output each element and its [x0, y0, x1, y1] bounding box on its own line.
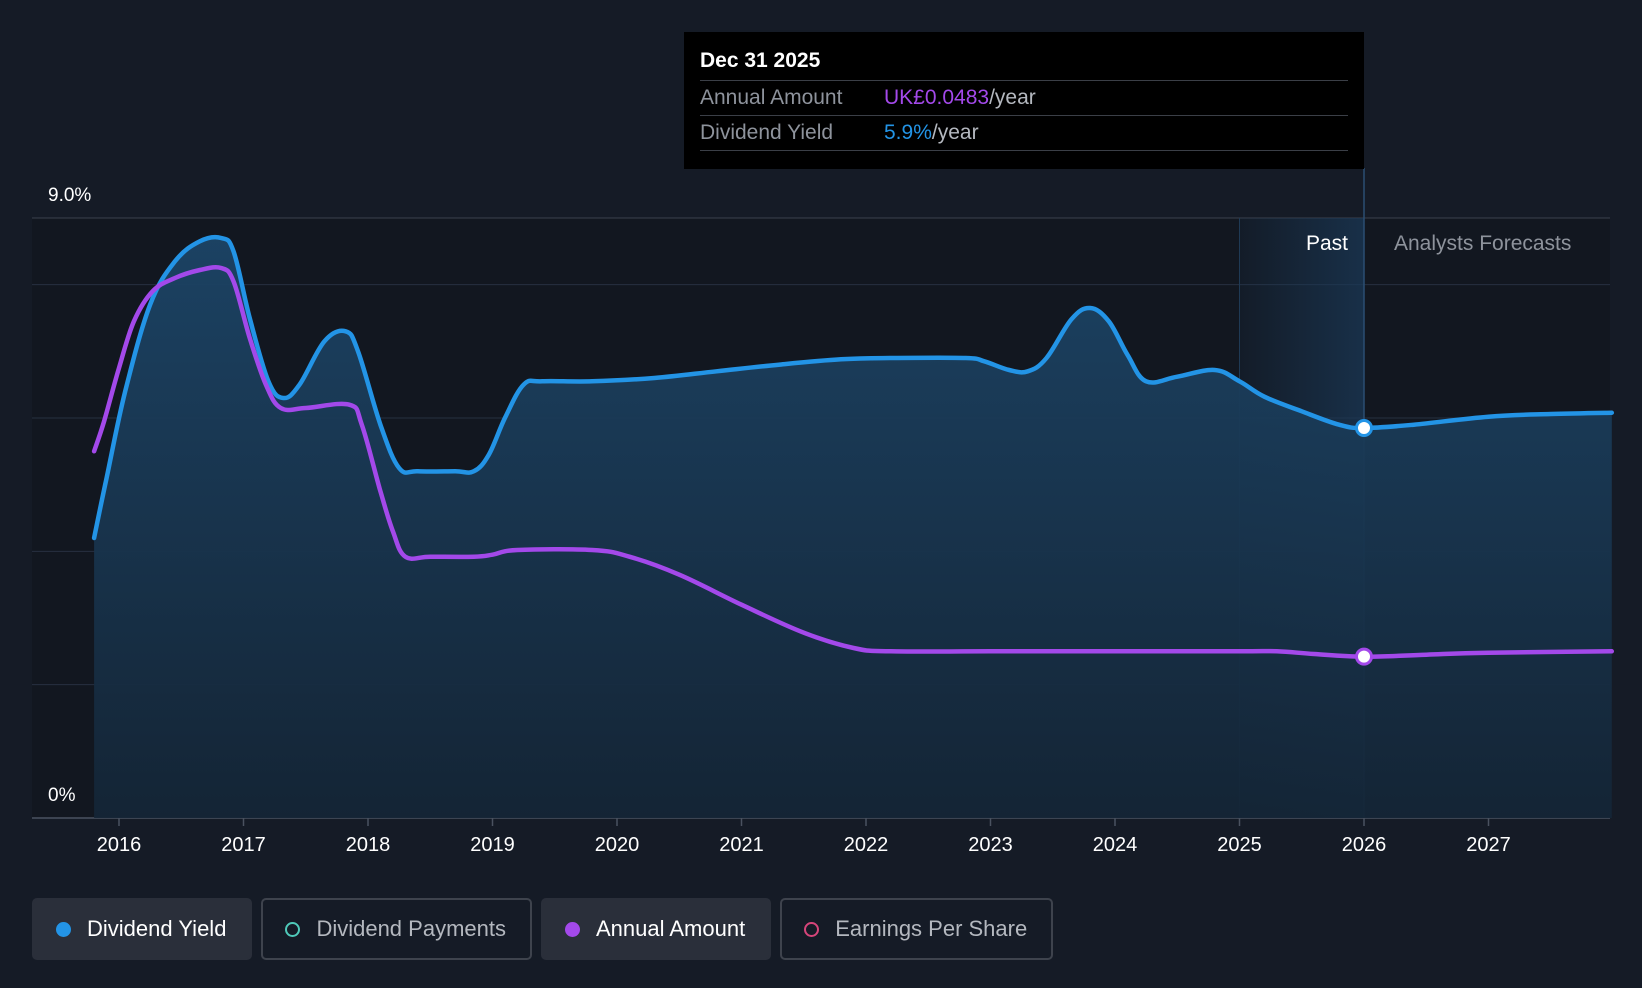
legend-label: Earnings Per Share [835, 916, 1028, 941]
x-tick-label: 2021 [719, 834, 764, 856]
past-label: Past [1306, 232, 1348, 255]
y-axis-label: 9.0% [48, 185, 91, 206]
tooltip-value: UK£0.0483 [884, 86, 990, 109]
x-tick-label: 2026 [1342, 834, 1387, 856]
x-tick-label: 2017 [221, 834, 266, 856]
x-tick-label: 2020 [595, 834, 640, 856]
legend-earnings-per-share[interactable]: Earnings Per Share [780, 898, 1054, 960]
tooltip: Dec 31 2025 Annual Amount UK£0.0483 /yea… [684, 32, 1364, 169]
tooltip-value: 5.9% [884, 121, 932, 144]
tooltip-key: Annual Amount [700, 86, 843, 109]
legend-dividend-payments[interactable]: Dividend Payments [261, 898, 532, 960]
x-axis: 2016 2017 2018 2019 2020 2021 2022 2023 2024 2025… [97, 818, 1511, 856]
x-tick-label: 2023 [968, 834, 1013, 856]
tooltip-key: Dividend Yield [700, 121, 834, 144]
legend-dot-icon [804, 921, 820, 937]
dividend-yield-line [91, 234, 1615, 541]
legend-dot-icon [285, 921, 301, 937]
legend-dividend-yield[interactable]: Dividend Yield [32, 898, 253, 960]
tooltip-row-annual-amount: Annual Amount UK£0.0483 /year [700, 81, 1348, 116]
x-tick-label: 2018 [346, 834, 391, 856]
highlight-markers [1355, 419, 1373, 666]
tooltip-row-dividend-yield: Dividend Yield 5.9% /year [700, 116, 1348, 151]
tooltip-suffix: /year [931, 121, 979, 144]
annual-amount-marker [1355, 647, 1373, 666]
legend-label: Dividend Payments [316, 916, 506, 941]
series-areas [94, 237, 1612, 818]
y-axis: 9.0% 0% [48, 185, 91, 806]
tooltip-date: Dec 31 2025 [700, 46, 1348, 81]
dividend-yield-area [94, 237, 1612, 818]
region-labels: Past Analysts Forecasts [1306, 232, 1571, 255]
forecast-label: Analysts Forecasts [1394, 232, 1571, 255]
legend-dot-icon [56, 921, 71, 937]
dividend-yield-marker [1355, 419, 1373, 437]
y-axis-label: 0% [48, 785, 76, 806]
x-tick-label: 2016 [97, 834, 142, 856]
x-tick-label: 2027 [1466, 834, 1511, 856]
legend-label: Annual Amount [595, 916, 746, 941]
legend-annual-amount[interactable]: Annual Amount [540, 898, 772, 960]
tooltip-suffix: /year [989, 86, 1036, 109]
legend-dot-icon [564, 921, 580, 937]
x-tick-label: 2019 [470, 834, 515, 856]
legend: Dividend Yield Dividend Payments Annual … [32, 898, 1054, 960]
series-lines [91, 234, 1615, 659]
legend-label: Dividend Yield [87, 916, 227, 941]
x-tick-label: 2022 [844, 834, 889, 856]
x-tick-label: 2025 [1217, 834, 1262, 856]
x-tick-label: 2024 [1093, 834, 1138, 856]
annual-amount-line [91, 264, 1615, 659]
